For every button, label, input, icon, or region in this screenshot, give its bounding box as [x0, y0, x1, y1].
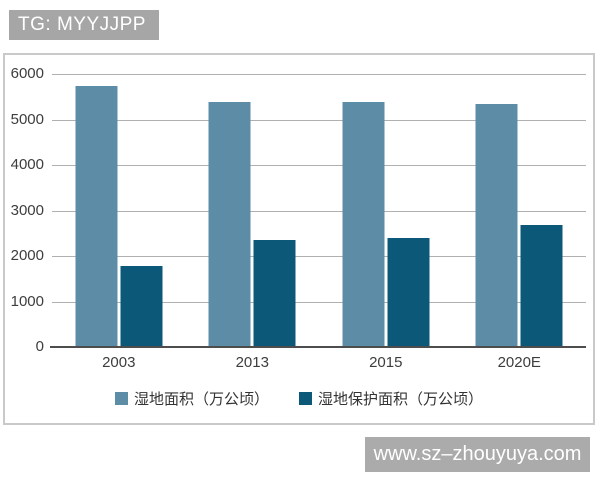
x-tick-label-2015: 2015	[369, 354, 403, 371]
y-axis-labels: 0 1000 2000 3000 4000 5000 6000	[7, 66, 47, 355]
x-axis-line	[50, 346, 586, 348]
bar-湿地面积（万公顷）-2020E	[475, 103, 518, 346]
gridline-3000	[52, 210, 586, 212]
legend-label: 湿地面积（万公顷）	[133, 391, 269, 408]
bar-湿地保护面积（万公顷）-2015	[387, 237, 430, 346]
y-tick-label-6000: 6000	[10, 65, 44, 82]
gridline-2000	[52, 256, 586, 257]
bar-group-2015	[342, 102, 430, 346]
legend-item: 湿地保护面积（万公顷）	[299, 388, 483, 409]
y-tick-label-5000: 5000	[10, 110, 44, 128]
chart-container: 0 1000 2000 3000 4000 5000 6000 2003 2013 2015 20…	[3, 53, 595, 425]
bar-group-2020E	[475, 103, 563, 346]
bar-group-2003	[75, 85, 163, 346]
y-tick-label-1000: 1000	[10, 292, 44, 310]
x-tick-label-2020E: 2020E	[497, 354, 541, 371]
bar-湿地面积（万公顷）-2013	[208, 102, 251, 346]
bar-group-2013	[208, 102, 296, 346]
y-tick-label-2000: 2000	[10, 247, 44, 264]
legend-item: 湿地面积（万公顷）	[114, 388, 269, 409]
gridline-5000	[52, 119, 586, 121]
plot-area	[50, 74, 586, 348]
x-tick-label-2013: 2013	[235, 354, 269, 371]
legend: 湿地面积（万公顷） 湿地保护面积（万公顷）	[5, 388, 593, 409]
bottom-right-watermark: www.sz–zhouyuya.com	[365, 437, 590, 472]
bar-湿地保护面积（万公顷）-2013	[253, 240, 296, 346]
gridline-1000	[52, 301, 586, 303]
gridline-4000	[52, 165, 586, 166]
y-tick-label-0: 0	[35, 338, 44, 355]
top-left-tag-badge: TG: MYYJJPP	[9, 10, 159, 40]
bar-湿地保护面积（万公顷）-2020E	[520, 225, 563, 346]
y-tick-label-3000: 3000	[10, 201, 44, 219]
legend-swatch-icon	[114, 392, 128, 405]
gridline-6000	[52, 74, 586, 75]
bar-湿地面积（万公顷）-2015	[342, 102, 385, 346]
y-tick-label-4000: 4000	[10, 156, 44, 173]
x-axis-labels: 2003 2013 2015 2020E	[52, 354, 586, 374]
bar-湿地面积（万公顷）-2003	[75, 85, 118, 346]
x-tick-label-2003: 2003	[102, 354, 136, 371]
legend-label: 湿地保护面积（万公顷）	[318, 391, 484, 408]
legend-swatch-icon	[299, 392, 312, 405]
bar-湿地保护面积（万公顷）-2003	[120, 266, 163, 346]
